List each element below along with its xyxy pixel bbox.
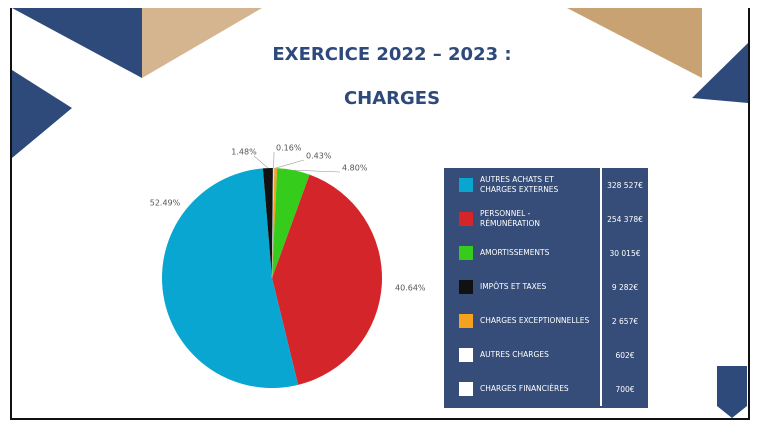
data-label: 1.48% <box>231 148 257 157</box>
pie-slice <box>162 168 299 388</box>
chart-title: EXERCICE 2022 – 2023 : <box>272 44 511 65</box>
decor <box>12 70 72 158</box>
legend-swatch <box>459 178 473 192</box>
legend-row: AUTRES CHARGES 602€ <box>444 338 648 372</box>
slide: EXERCICE 2022 – 2023 : CHARGES 0.43% 4.80… <box>10 8 750 420</box>
pie-slice <box>272 174 382 385</box>
legend-row: AUTRES ACHATS ET CHARGES EXTERNES 328 527… <box>444 168 648 202</box>
legend-swatch <box>459 280 473 294</box>
legend-amount: 30 015€ <box>600 236 648 270</box>
legend-table: AUTRES ACHATS ET CHARGES EXTERNES 328 527… <box>444 168 648 408</box>
data-label: 40.64% <box>395 284 426 293</box>
decor <box>12 8 142 78</box>
legend-row: CHARGES EXCEPTIONNELLES 2 657€ <box>444 304 648 338</box>
legend-label: AMORTISSEMENTS <box>480 248 550 257</box>
legend-label: AUTRES ACHATS ET CHARGES EXTERNES <box>480 175 559 194</box>
legend-row: IMPÔTS ET TAXES 9 282€ <box>444 270 648 304</box>
pie-slice <box>272 168 310 278</box>
leader-line <box>293 169 341 173</box>
legend-swatch <box>459 314 473 328</box>
legend-label: PERSONNEL - RÉMUNÉRATION <box>480 209 541 228</box>
data-label: 0.16% <box>276 144 302 153</box>
legend-amount: 2 657€ <box>600 304 648 338</box>
legend-row: AMORTISSEMENTS 30 015€ <box>444 236 648 270</box>
logo <box>717 366 747 418</box>
data-label: 4.80% <box>342 164 368 173</box>
legend-amount: 328 527€ <box>600 168 648 202</box>
legend-row: PERSONNEL - RÉMUNÉRATION 254 378€ <box>444 202 648 236</box>
chart-subtitle: CHARGES <box>344 88 440 109</box>
legend-label: CHARGES FINANCIÈRES <box>480 384 569 393</box>
legend-swatch <box>459 348 473 362</box>
legend-swatch <box>459 246 473 260</box>
legend-row: CHARGES FINANCIÈRES 700€ <box>444 372 648 406</box>
legend-amount: 700€ <box>600 372 648 406</box>
data-label: 52.49% <box>150 199 181 208</box>
legend-amount: 9 282€ <box>600 270 648 304</box>
legend-swatch <box>459 212 473 226</box>
legend-label: AUTRES CHARGES <box>480 350 549 359</box>
decor <box>692 43 748 103</box>
legend-amount: 602€ <box>600 338 648 372</box>
pie-slice <box>262 168 274 278</box>
decor <box>567 8 702 78</box>
legend-amount: 254 378€ <box>600 202 648 236</box>
leader-line <box>253 155 269 169</box>
legend-label: IMPÔTS ET TAXES <box>480 282 547 291</box>
legend-swatch <box>459 382 473 396</box>
chart: EXERCICE 2022 – 2023 : CHARGES 0.43% 4.80… <box>12 8 748 418</box>
pie-slice <box>272 168 278 278</box>
data-label: 0.43% <box>306 152 332 161</box>
legend-label: CHARGES EXCEPTIONNELLES <box>480 316 590 325</box>
decor <box>142 8 262 78</box>
leader-line <box>275 159 305 169</box>
